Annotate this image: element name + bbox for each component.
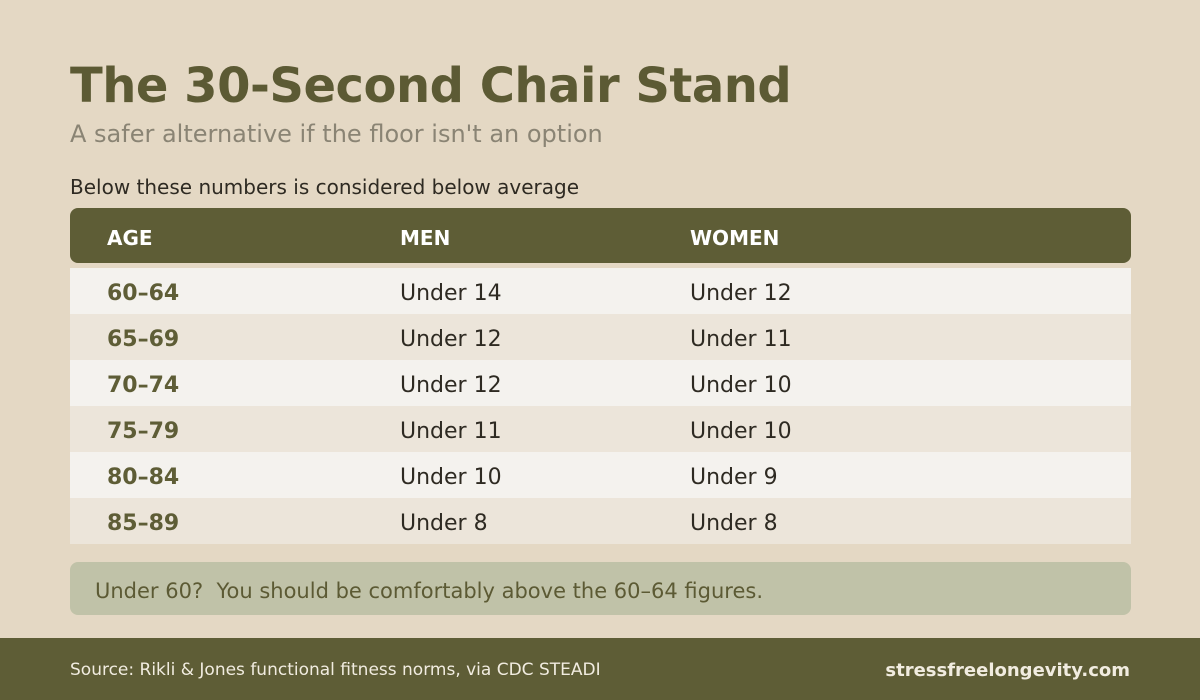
table-row: 85–89 Under 8 Under 8	[70, 498, 1131, 544]
table-header: AGE MEN WOMEN	[70, 208, 1131, 263]
table-row: 80–84 Under 10 Under 9	[70, 452, 1131, 498]
table-row: 65–69 Under 12 Under 11	[70, 314, 1131, 360]
cell-women: Under 9	[690, 465, 778, 490]
cell-age: 65–69	[107, 327, 180, 352]
cell-age: 70–74	[107, 373, 180, 398]
page-title: The 30-Second Chair Stand	[70, 58, 792, 114]
page-subtitle: A safer alternative if the floor isn't a…	[70, 120, 603, 148]
site-name: stressfreelongevity.com	[885, 660, 1130, 681]
section-label: Below these numbers is considered below …	[70, 175, 580, 199]
cell-men: Under 10	[400, 465, 502, 490]
cell-women: Under 10	[690, 419, 792, 444]
cell-age: 80–84	[107, 465, 180, 490]
cell-women: Under 11	[690, 327, 792, 352]
header-men: MEN	[400, 226, 451, 250]
header-age: AGE	[107, 226, 153, 250]
table-row: 70–74 Under 12 Under 10	[70, 360, 1131, 406]
cell-women: Under 10	[690, 373, 792, 398]
table-row: 60–64 Under 14 Under 12	[70, 268, 1131, 314]
source-citation: Source: Rikli & Jones functional fitness…	[70, 660, 601, 680]
cell-men: Under 11	[400, 419, 502, 444]
cell-women: Under 8	[690, 511, 778, 536]
table-body: 60–64 Under 14 Under 12 65–69 Under 12 U…	[70, 268, 1131, 544]
cell-age: 85–89	[107, 511, 180, 536]
info-note: Under 60? You should be comfortably abov…	[70, 562, 1131, 615]
cell-age: 60–64	[107, 281, 180, 306]
norms-table: AGE MEN WOMEN 60–64 Under 14 Under 12 65…	[70, 208, 1131, 544]
header-women: WOMEN	[690, 226, 780, 250]
footer: Source: Rikli & Jones functional fitness…	[0, 638, 1200, 700]
table-row: 75–79 Under 11 Under 10	[70, 406, 1131, 452]
cell-women: Under 12	[690, 281, 792, 306]
cell-men: Under 14	[400, 281, 502, 306]
cell-men: Under 12	[400, 373, 502, 398]
cell-men: Under 8	[400, 511, 488, 536]
cell-men: Under 12	[400, 327, 502, 352]
cell-age: 75–79	[107, 419, 180, 444]
